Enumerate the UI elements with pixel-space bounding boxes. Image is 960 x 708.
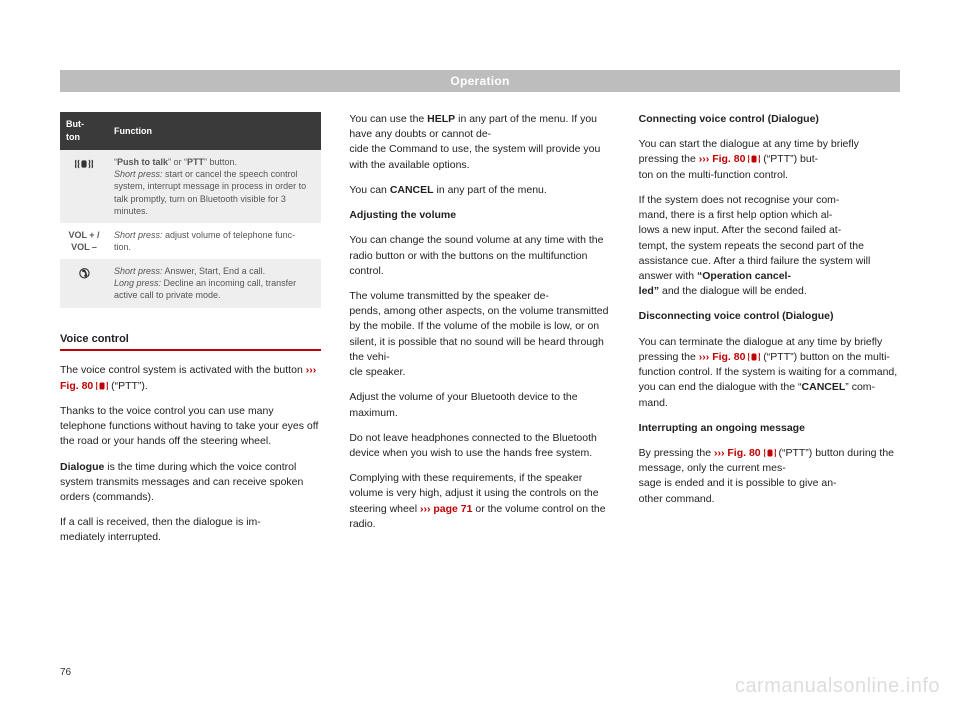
phone-icon: ✆ <box>79 265 90 283</box>
paragraph: You can terminate the dialogue at any ti… <box>639 335 900 411</box>
text: ” or “ <box>168 157 187 167</box>
paragraph: The volume transmitted by the speaker de… <box>349 289 610 380</box>
table-head-function: Function <box>108 112 321 150</box>
paragraph: You can CANCEL in any part of the menu. <box>349 183 610 198</box>
short-press-label: Short press: <box>114 230 163 240</box>
paragraph: By pressing the ››› Fig. 80 (“PTT”) butt… <box>639 446 900 507</box>
paragraph: You can change the sound volume at any t… <box>349 233 610 279</box>
paragraph: You can use the HELP in any part of the … <box>349 112 610 173</box>
table-cell-function: Short press: adjust volume of telephone … <box>108 223 321 259</box>
section-title-voice-control: Voice control <box>60 332 321 352</box>
text: ” button. <box>204 157 237 167</box>
ptt-label: Push to talk <box>117 157 168 167</box>
paragraph: Complying with these requirements, if th… <box>349 471 610 532</box>
cancel-keyword: CANCEL <box>802 381 846 393</box>
content-columns: But- ton Function “Push to talk” or “PTT… <box>60 112 900 556</box>
short-press-label: Short press: <box>114 266 163 276</box>
paragraph: Thanks to the voice control you can use … <box>60 404 321 450</box>
help-keyword: HELP <box>427 113 455 125</box>
paragraph: You can start the dialogue at any time b… <box>639 137 900 183</box>
paragraph: Do not leave headphones connected to the… <box>349 431 610 461</box>
paragraph: Dialogue is the time during which the vo… <box>60 460 321 506</box>
text: You can <box>349 184 389 196</box>
table-row: ✆ Short press: Answer, Start, End a call… <box>60 259 321 307</box>
ptt-icon <box>748 352 760 362</box>
subheading: Adjusting the volume <box>349 208 610 223</box>
ptt-label: PTT <box>187 157 204 167</box>
figure-ref: ››› Fig. 80 <box>699 351 749 363</box>
subheading: Connecting voice control (Dialogue) <box>639 112 900 127</box>
adjusting-volume-heading: Adjusting the volume <box>349 209 456 221</box>
ptt-icon <box>96 381 108 391</box>
text: If the system does not recognise your co… <box>639 194 871 282</box>
dialogue-term: Dialogue <box>60 461 104 473</box>
table-row: “Push to talk” or “PTT” button. Short pr… <box>60 150 321 223</box>
table-header-row: But- ton Function <box>60 112 321 150</box>
text: By pressing the <box>639 447 714 459</box>
interrupting-heading: Interrupting an ongoing message <box>639 422 805 434</box>
figure-ref: ››› Fig. 80 <box>714 447 764 459</box>
figure-ref: ››› Fig. 80 <box>699 153 749 165</box>
table-cell-icon: ✆ <box>60 259 108 307</box>
subheading: Disconnecting voice control (Dialogue) <box>639 309 900 324</box>
text: in any part of the menu. <box>434 184 547 196</box>
manual-page: Operation But- ton Function “Push to tal… <box>0 0 960 708</box>
table-head-button: But- ton <box>60 112 108 150</box>
column-2: You can use the HELP in any part of the … <box>349 112 610 556</box>
paragraph: If the system does not recognise your co… <box>639 193 900 300</box>
text: You can use the <box>349 113 427 125</box>
short-press-label: Short press: <box>114 169 163 179</box>
long-press-label: Long press: <box>114 278 161 288</box>
short-press-text: Answer, Start, End a call. <box>163 266 266 276</box>
text: (“PTT”). <box>108 380 148 392</box>
text: The voice control system is activated wi… <box>60 364 306 376</box>
table-cell-function: “Push to talk” or “PTT” button. Short pr… <box>108 150 321 223</box>
page-number: 76 <box>60 667 71 678</box>
ptt-icon <box>748 154 760 164</box>
column-3: Connecting voice control (Dialogue) You … <box>639 112 900 556</box>
disconnecting-heading: Disconnecting voice control (Dialogue) <box>639 310 834 322</box>
table-cell-button: VOL + / VOL – <box>60 223 108 259</box>
page-ref: ››› page 71 <box>420 503 473 515</box>
connecting-heading: Connecting voice control (Dialogue) <box>639 113 819 125</box>
button-function-table: But- ton Function “Push to talk” or “PTT… <box>60 112 321 308</box>
page-header: Operation <box>60 70 900 92</box>
sound-waves-icon <box>74 156 94 175</box>
ptt-icon <box>764 448 776 458</box>
subheading: Interrupting an ongoing message <box>639 421 900 436</box>
column-1: But- ton Function “Push to talk” or “PTT… <box>60 112 321 556</box>
paragraph: Adjust the volume of your Bluetooth devi… <box>349 390 610 420</box>
table-cell-icon <box>60 150 108 223</box>
watermark: carmanualsonline.info <box>735 675 940 698</box>
cancel-keyword: CANCEL <box>390 184 434 196</box>
paragraph: If a call is received, then the dialogue… <box>60 515 321 545</box>
paragraph: The voice control system is activated wi… <box>60 363 321 393</box>
text: and the dialogue will be ended. <box>659 285 807 297</box>
table-cell-function: Short press: Answer, Start, End a call. … <box>108 259 321 307</box>
table-row: VOL + / VOL – Short press: adjust volume… <box>60 223 321 259</box>
